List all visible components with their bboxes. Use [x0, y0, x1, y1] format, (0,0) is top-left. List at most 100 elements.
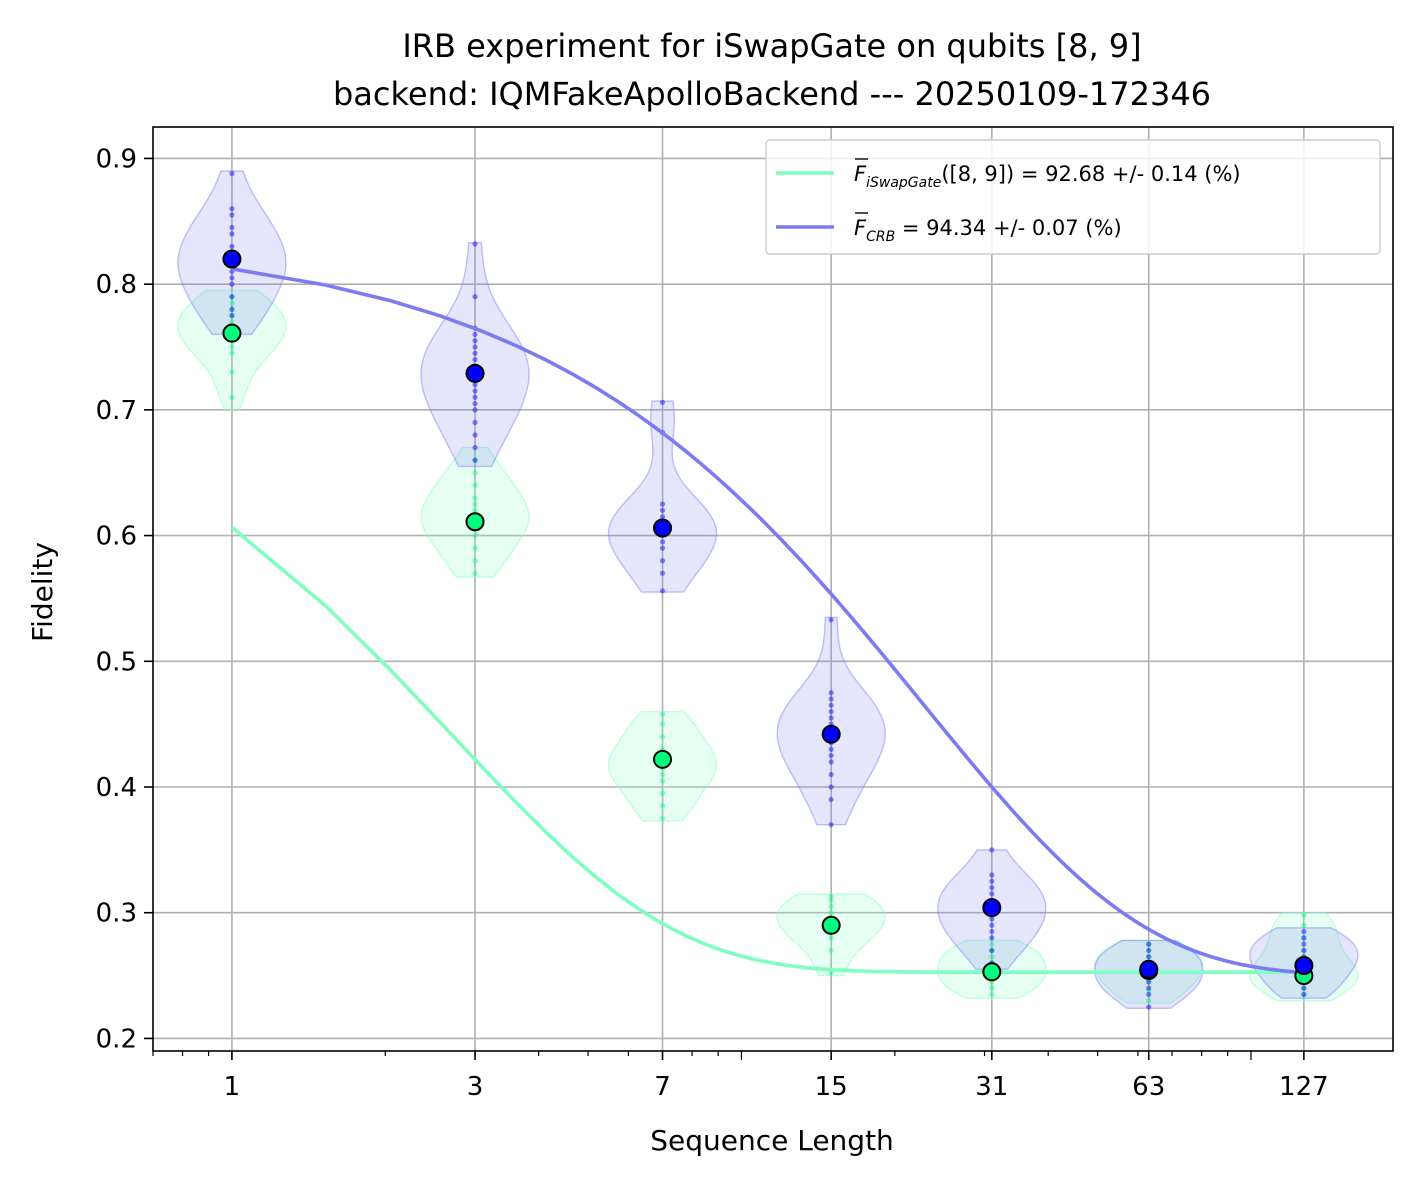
sample-point-crb [229, 281, 235, 287]
sample-point-crb [1146, 979, 1152, 985]
sample-point-crb [989, 935, 995, 941]
sample-point-irb [828, 893, 834, 899]
sample-point-crb [989, 922, 995, 928]
x-tick-label: 3 [467, 1072, 484, 1102]
sample-point-irb [1146, 979, 1152, 985]
fit-curves [230, 267, 1304, 975]
sample-point-irb [229, 306, 235, 312]
sample-point-crb [1146, 1004, 1152, 1010]
sample-point-crb [229, 170, 235, 177]
y-tick-label: 0.9 [96, 144, 137, 174]
mean-marker-irb [982, 962, 1002, 982]
sample-point-irb [229, 350, 235, 356]
sample-point-crb [472, 432, 478, 438]
sample-point-crb [989, 884, 995, 891]
sample-point-irb [1301, 912, 1307, 918]
chart-title: IRB experiment for iSwapGate on qubits [… [402, 27, 1141, 65]
sample-point-irb [659, 803, 666, 809]
sample-point-irb [1301, 935, 1307, 941]
sample-point-irb [229, 369, 235, 375]
sample-point-crb [229, 231, 235, 237]
mean-marker-irb [465, 512, 485, 532]
y-tick-label: 0.6 [96, 522, 137, 552]
sample-point-crb [989, 891, 995, 897]
sample-point-irb [659, 721, 666, 727]
sample-point-crb [989, 916, 995, 922]
violin-crb [607, 400, 718, 593]
sample-point-crb [659, 399, 666, 405]
sample-point-crb [472, 331, 478, 338]
sample-point-crb [472, 407, 478, 413]
sample-point-crb [472, 394, 478, 400]
legend-value-crb: = 94.34 +/- 0.07 (%) [895, 216, 1121, 240]
sample-point-irb [989, 991, 995, 998]
sample-point-irb [989, 954, 995, 960]
x-tick-label: 63 [1132, 1072, 1165, 1102]
sample-point-crb [828, 759, 834, 765]
mean-marker-crb [1294, 956, 1314, 976]
sample-point-crb [1301, 985, 1307, 991]
legend-subscript-crb: CRB [866, 229, 895, 245]
sample-point-crb [828, 702, 834, 708]
mean-markers [222, 249, 1314, 986]
sample-point-irb [659, 734, 666, 740]
sample-point-crb [472, 419, 478, 426]
sample-point-crb [989, 872, 995, 878]
sample-point-crb [1301, 941, 1307, 947]
sample-point-crb [1146, 954, 1152, 960]
sample-point-irb [472, 545, 478, 551]
plot-frame [152, 126, 1394, 1052]
x-tick-label: 127 [1279, 1072, 1329, 1102]
sample-point-irb [989, 985, 995, 991]
sample-point-crb [659, 539, 666, 545]
sample-point-irb [229, 294, 235, 300]
violin-crb [420, 242, 530, 468]
sample-point-irb [1146, 947, 1152, 954]
sample-point-crb [472, 382, 478, 388]
y-axis-label: Fidelity [26, 542, 59, 642]
sample-point-crb [828, 752, 834, 759]
sample-point-irb [828, 970, 834, 976]
sample-point-irb [1301, 991, 1307, 998]
sample-point-crb [828, 771, 834, 778]
sample-point-crb [472, 444, 478, 451]
sample-point-crb [659, 545, 666, 551]
mean-marker-irb [222, 323, 242, 343]
sample-point-crb [989, 928, 995, 935]
sample-point-irb [1146, 998, 1152, 1004]
sample-point-crb [989, 878, 995, 884]
sample-point-crb [828, 796, 834, 803]
sample-point-irb [828, 910, 834, 916]
mean-marker-crb [222, 249, 242, 269]
sample-point-irb [1301, 985, 1307, 991]
chart-subtitle: backend: IQMFakeApolloBackend --- 202501… [333, 75, 1211, 113]
sample-point-irb [229, 319, 235, 325]
x-tick-label: 15 [815, 1072, 848, 1102]
sample-point-irb [229, 394, 235, 400]
sample-point-crb [828, 696, 834, 702]
axis-ticks: 1 3 7 15 31 63 127 0.2 0.3 0.4 0.5 0.6 0.7 0.8 0.9 [96, 144, 1329, 1102]
sample-point-irb [1146, 988, 1152, 994]
sample-point-crb [229, 306, 235, 312]
mean-marker-crb [653, 518, 673, 538]
sample-point-crb [472, 294, 478, 300]
sample-point-crb [472, 350, 478, 356]
sample-point-irb [828, 935, 834, 941]
sample-point-crb [989, 847, 995, 853]
y-tick-label: 0.5 [96, 647, 137, 677]
legend-symbol-crb: F [854, 216, 867, 240]
sample-point-crb [1146, 947, 1152, 954]
mean-marker-irb [821, 915, 841, 935]
sample-point-irb [472, 501, 478, 507]
sample-point-irb [659, 771, 666, 778]
sample-point-crb [472, 344, 478, 350]
sample-point-crb [1146, 991, 1152, 998]
sample-point-crb [229, 275, 235, 281]
sample-point-crb [1301, 947, 1307, 954]
sample-point-irb [472, 558, 478, 564]
mean-marker-crb [821, 724, 841, 744]
sample-point-crb [229, 212, 235, 218]
y-tick-label: 0.3 [96, 899, 137, 929]
sample-point-crb [472, 457, 478, 463]
